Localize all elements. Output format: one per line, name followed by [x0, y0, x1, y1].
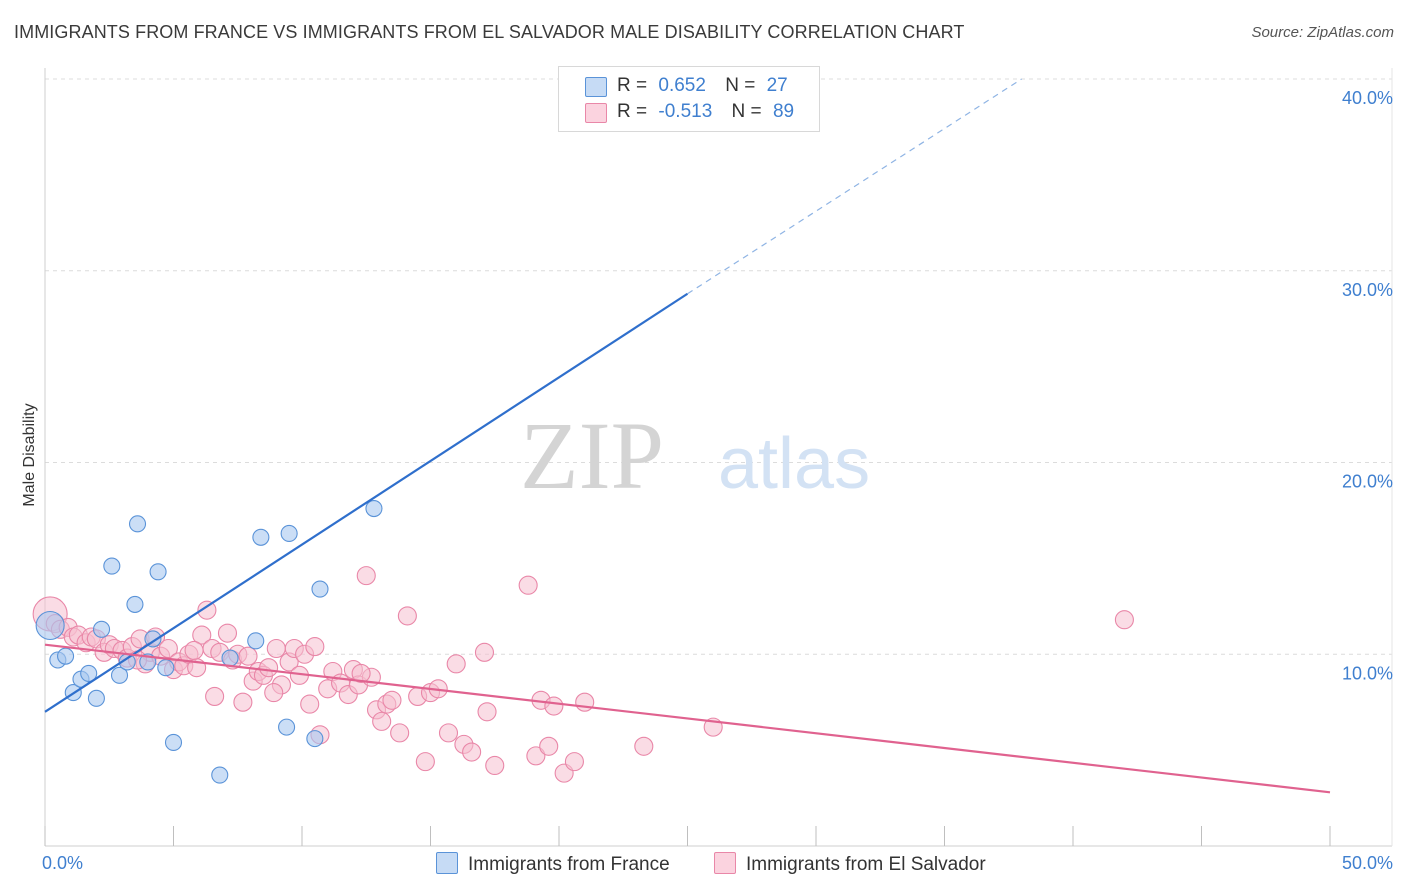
salvador-point — [233, 692, 253, 712]
salvador-trend-line — [44, 643, 1331, 794]
france-point — [211, 766, 229, 784]
salvador-point — [372, 711, 392, 731]
y-tick-label: 40.0% — [1342, 88, 1393, 108]
legend: R = 0.652 N = 27 R = -0.513 N = 89 — [558, 66, 820, 132]
salvador-point — [518, 575, 538, 595]
legend-r-value: -0.513 — [658, 101, 713, 122]
salvador-point — [382, 690, 402, 710]
x-tick-label-max: 50.0% — [1342, 853, 1393, 873]
france-point — [87, 689, 105, 707]
france-points — [35, 499, 383, 784]
salvador-point — [485, 755, 505, 776]
salvador-point — [197, 600, 217, 620]
legend-n-label: N = — [725, 75, 756, 96]
y-tick-label: 20.0% — [1342, 472, 1393, 492]
salvador-point — [158, 638, 178, 659]
legend-r-label: R = — [617, 75, 648, 96]
y-tick-label: 10.0% — [1342, 663, 1393, 683]
axes — [44, 68, 1393, 847]
salvador-point — [438, 723, 459, 743]
france-point — [110, 666, 129, 684]
legend-n-value: 27 — [766, 75, 788, 96]
france-point — [35, 610, 65, 641]
bottom-legend-salvador: Immigrants from El Salvador — [714, 852, 986, 876]
y-axis-label: Male Disability — [21, 403, 38, 506]
bottom-legend-swatch-salvador — [714, 852, 736, 874]
bottom-legend-label-france: Immigrants from France — [468, 854, 670, 875]
france-point — [157, 659, 175, 677]
france-trend-line — [44, 292, 689, 713]
france-point — [92, 620, 111, 638]
salvador-point — [544, 696, 564, 716]
salvador-point — [264, 683, 284, 703]
salvador-point — [259, 658, 279, 678]
salvador-point — [300, 694, 320, 714]
france-point — [57, 647, 75, 665]
watermark-zip: ZIP — [520, 402, 664, 509]
france-point — [221, 649, 239, 667]
legend-swatch-france — [585, 77, 607, 97]
france-point — [247, 632, 265, 650]
salvador-point — [634, 736, 654, 756]
salvador-point — [397, 606, 417, 626]
france-point — [252, 528, 270, 546]
salvador-point — [474, 642, 495, 662]
bottom-legend-swatch-france — [436, 852, 458, 874]
salvador-point — [238, 646, 258, 666]
tick-labels: 10.0% 20.0% 30.0% 40.0% 0.0% 50.0% — [42, 88, 1393, 873]
salvador-point — [266, 638, 286, 659]
france-trend-extension — [687, 78, 1022, 295]
x-tick-label-min: 0.0% — [42, 853, 83, 873]
salvador-point — [477, 702, 497, 722]
legend-r-label: R = — [617, 101, 648, 122]
france-point — [128, 515, 147, 533]
france-point — [103, 557, 121, 575]
salvador-point — [305, 637, 325, 657]
france-point — [126, 595, 144, 613]
bottom-legend-label-salvador: Immigrants from El Salvador — [746, 854, 986, 875]
trend-lines — [44, 78, 1331, 794]
france-point — [278, 718, 296, 736]
france-point — [149, 563, 167, 581]
salvador-point — [351, 663, 371, 683]
legend-n-label: N = — [731, 101, 762, 122]
france-point — [306, 730, 324, 748]
y-tick-label: 30.0% — [1342, 280, 1393, 300]
legend-swatch-salvador — [585, 103, 607, 123]
watermark-atlas: atlas — [718, 424, 870, 504]
chart-title: IMMIGRANTS FROM FRANCE VS IMMIGRANTS FRO… — [14, 22, 965, 42]
salvador-point — [1114, 610, 1134, 630]
salvador-point — [184, 640, 204, 660]
france-point — [164, 733, 183, 752]
france-point — [280, 524, 298, 542]
salvador-point — [192, 625, 212, 645]
france-point — [311, 580, 329, 598]
salvador-point — [462, 742, 482, 762]
france-point — [365, 499, 383, 518]
salvador-point — [564, 752, 584, 772]
salvador-point — [205, 686, 225, 706]
source-label: Source: ZipAtlas.com — [1251, 24, 1394, 41]
salvador-point — [390, 723, 410, 743]
salvador-point — [356, 566, 376, 586]
france-point — [80, 664, 98, 682]
bottom-legend-france: Immigrants from France — [436, 852, 670, 876]
legend-n-value: 89 — [772, 101, 795, 122]
salvador-point — [217, 623, 238, 643]
salvador-point — [415, 752, 435, 772]
salvador-point — [446, 654, 466, 674]
grid-lines — [45, 78, 1392, 655]
salvador-point — [539, 736, 559, 756]
salvador-point — [526, 746, 546, 766]
legend-r-value: 0.652 — [658, 75, 706, 96]
